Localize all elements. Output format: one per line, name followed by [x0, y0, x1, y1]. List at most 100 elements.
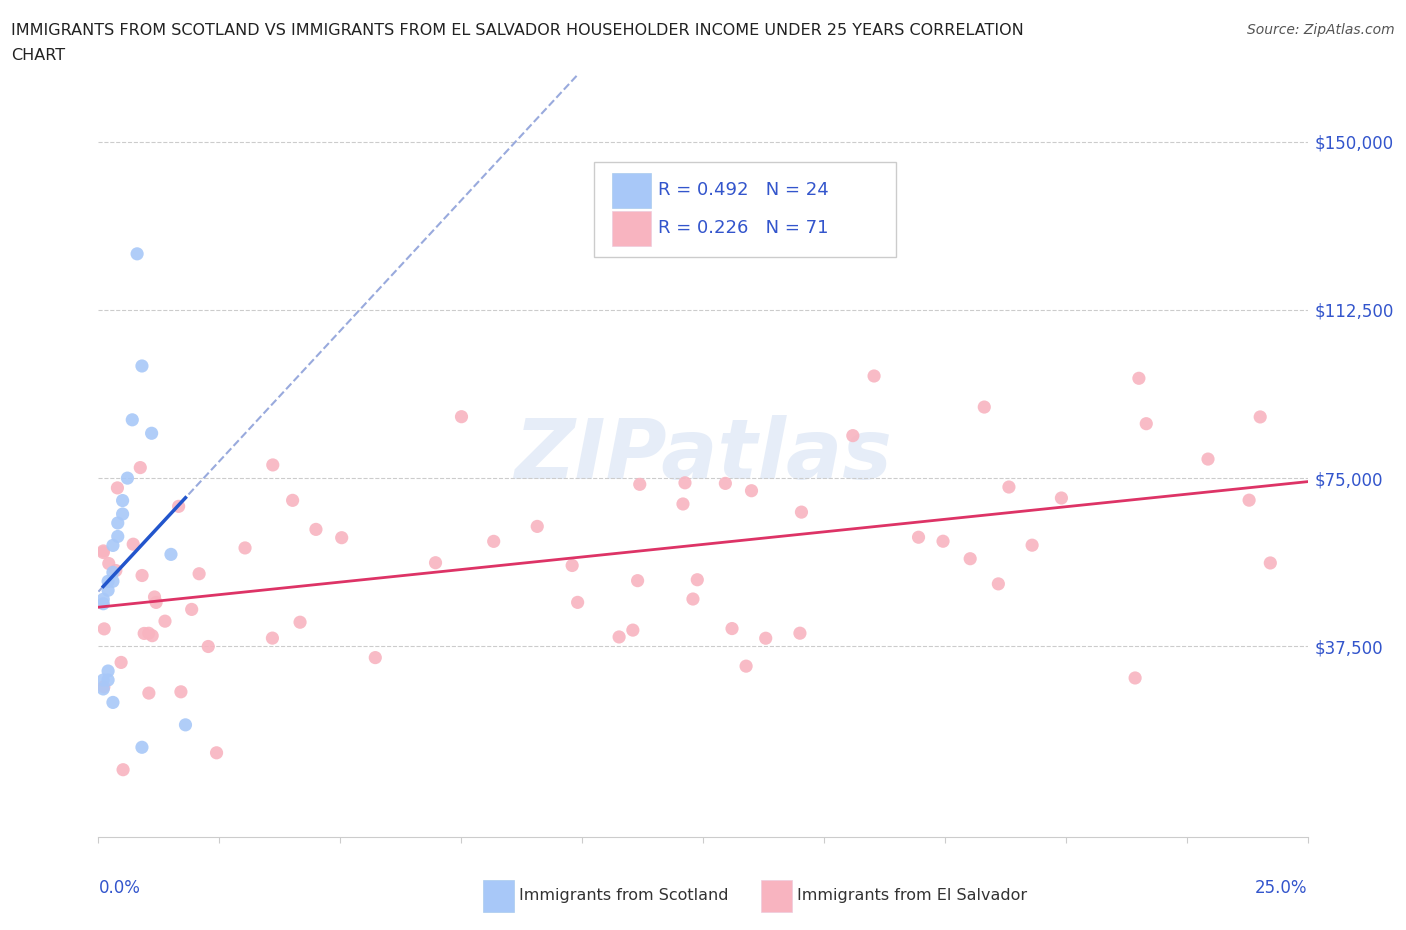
- Text: Immigrants from Scotland: Immigrants from Scotland: [519, 888, 728, 903]
- Point: [790, 505, 813, 520]
- Point: [134, 626, 156, 641]
- Point: [262, 631, 284, 645]
- Point: [789, 626, 811, 641]
- Point: [180, 602, 202, 617]
- Point: [482, 534, 505, 549]
- Point: [425, 555, 447, 570]
- Point: [628, 477, 651, 492]
- Point: [101, 695, 124, 710]
- Text: Source: ZipAtlas.com: Source: ZipAtlas.com: [1247, 23, 1395, 37]
- Point: [672, 497, 695, 512]
- Point: [174, 717, 197, 732]
- Point: [131, 359, 153, 374]
- Point: [91, 591, 114, 606]
- Point: [450, 409, 472, 424]
- Point: [111, 507, 134, 522]
- Point: [138, 626, 160, 641]
- Point: [607, 630, 630, 644]
- Point: [721, 621, 744, 636]
- Point: [141, 629, 163, 644]
- Point: [1135, 417, 1157, 432]
- Point: [526, 519, 548, 534]
- Text: CHART: CHART: [11, 48, 65, 63]
- Point: [129, 460, 152, 475]
- Point: [101, 538, 124, 552]
- Point: [188, 566, 211, 581]
- Point: [145, 595, 167, 610]
- Point: [863, 368, 886, 383]
- Point: [93, 621, 115, 636]
- Point: [740, 484, 762, 498]
- Point: [97, 583, 120, 598]
- Point: [117, 471, 139, 485]
- Point: [714, 476, 737, 491]
- Point: [111, 493, 134, 508]
- Point: [141, 426, 163, 441]
- Point: [143, 590, 166, 604]
- Point: [107, 529, 129, 544]
- Text: R = 0.492   N = 24: R = 0.492 N = 24: [658, 181, 830, 199]
- Point: [288, 615, 311, 630]
- Point: [262, 458, 284, 472]
- Point: [281, 493, 304, 508]
- FancyBboxPatch shape: [595, 162, 897, 258]
- Point: [735, 658, 758, 673]
- Text: 0.0%: 0.0%: [98, 879, 141, 897]
- FancyBboxPatch shape: [482, 881, 515, 912]
- Point: [907, 530, 929, 545]
- Text: IMMIGRANTS FROM SCOTLAND VS IMMIGRANTS FROM EL SALVADOR HOUSEHOLDER INCOME UNDER: IMMIGRANTS FROM SCOTLAND VS IMMIGRANTS F…: [11, 23, 1024, 38]
- FancyBboxPatch shape: [613, 211, 651, 246]
- Point: [101, 574, 124, 589]
- Point: [205, 745, 228, 760]
- Point: [97, 574, 120, 589]
- Point: [998, 480, 1021, 495]
- Point: [686, 572, 709, 587]
- Point: [91, 596, 114, 611]
- Point: [842, 428, 865, 443]
- Point: [197, 639, 219, 654]
- Point: [93, 680, 115, 695]
- Point: [153, 614, 176, 629]
- Point: [567, 595, 589, 610]
- Point: [122, 537, 145, 551]
- Point: [91, 672, 114, 687]
- Point: [131, 740, 153, 755]
- FancyBboxPatch shape: [613, 173, 651, 208]
- Point: [110, 655, 132, 670]
- Point: [621, 623, 644, 638]
- Point: [91, 682, 114, 697]
- Point: [973, 400, 995, 415]
- Text: R = 0.226   N = 71: R = 0.226 N = 71: [658, 219, 828, 237]
- Point: [101, 565, 124, 579]
- Point: [987, 577, 1010, 591]
- Point: [1249, 409, 1271, 424]
- Point: [233, 540, 256, 555]
- Point: [131, 568, 153, 583]
- Point: [93, 543, 115, 558]
- Point: [127, 246, 149, 261]
- Point: [167, 498, 190, 513]
- Point: [626, 573, 648, 588]
- Point: [1128, 371, 1150, 386]
- Point: [682, 591, 704, 606]
- Point: [170, 684, 193, 699]
- Point: [959, 551, 981, 566]
- Point: [112, 763, 135, 777]
- Point: [97, 672, 120, 687]
- Point: [104, 563, 127, 578]
- FancyBboxPatch shape: [761, 881, 793, 912]
- Point: [1021, 538, 1043, 552]
- Point: [1237, 493, 1260, 508]
- Point: [364, 650, 387, 665]
- Point: [107, 481, 129, 496]
- Point: [160, 547, 183, 562]
- Point: [1050, 491, 1073, 506]
- Point: [561, 558, 583, 573]
- Point: [1123, 671, 1146, 685]
- Text: 25.0%: 25.0%: [1256, 879, 1308, 897]
- Point: [673, 475, 696, 490]
- Point: [1258, 555, 1281, 570]
- Point: [138, 685, 160, 700]
- Point: [91, 545, 114, 560]
- Text: Immigrants from El Salvador: Immigrants from El Salvador: [797, 888, 1028, 903]
